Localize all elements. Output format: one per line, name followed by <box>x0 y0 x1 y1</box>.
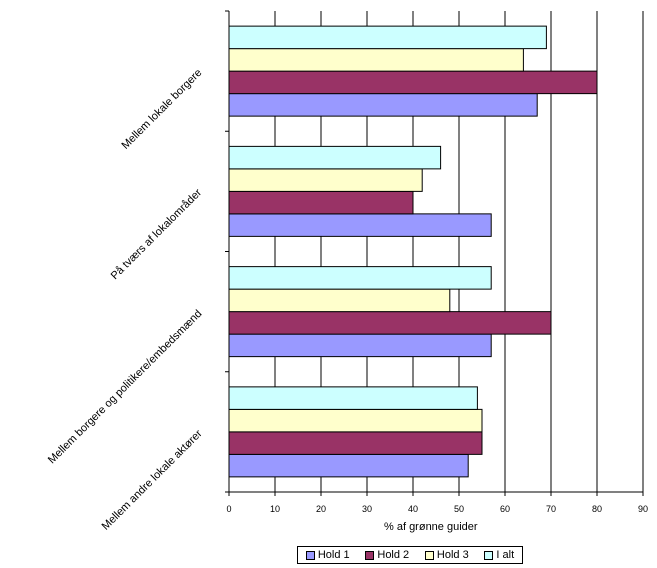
x-tick-label-70: 70 <box>546 504 556 514</box>
legend-label-4: I alt <box>496 549 515 561</box>
bar-1-series-4 <box>228 25 547 50</box>
legend-label-1: Hold 1 <box>317 549 350 561</box>
bar-2-series-3 <box>228 168 423 192</box>
legend-item-3: Hold 3 <box>424 549 469 561</box>
bar-1-series-3 <box>228 48 524 72</box>
legend-item-4: I alt <box>484 549 514 561</box>
bar-4-series-4 <box>228 386 478 410</box>
legend-item-2: Hold 2 <box>365 549 409 561</box>
legend-label-2: Hold 2 <box>377 549 410 561</box>
x-axis-label: % af grønne guider <box>384 521 478 533</box>
bar-1-series-1 <box>228 93 538 117</box>
x-tick-label-20: 20 <box>316 504 326 514</box>
legend-swatch-1 <box>305 550 315 560</box>
bar-3-series-2 <box>228 311 552 335</box>
bar-3-series-3 <box>228 288 451 313</box>
legend: Hold 1 Hold 2 Hold 3 I alt <box>297 546 523 564</box>
legend-item-1: Hold 1 <box>305 549 350 561</box>
bar-4-series-1 <box>228 453 469 478</box>
bar-1-series-2 <box>228 70 598 95</box>
legend-label-3: Hold 3 <box>436 549 469 561</box>
bar-4-series-3 <box>228 408 483 433</box>
x-tick-label-90: 90 <box>638 504 648 514</box>
bar-2-series-1 <box>228 213 492 237</box>
bar-3-series-1 <box>228 333 492 358</box>
bar-2-series-4 <box>228 145 442 170</box>
x-tick-label-80: 80 <box>592 504 602 514</box>
bar-3-series-4 <box>228 266 492 290</box>
legend-swatch-3 <box>424 550 434 560</box>
bar-2-series-2 <box>228 190 414 215</box>
x-tick-label-30: 30 <box>362 504 372 514</box>
legend-swatch-2 <box>365 550 375 560</box>
x-tick-label-10: 10 <box>270 504 280 514</box>
x-tick-label-40: 40 <box>408 504 418 514</box>
x-tick-label-0: 0 <box>226 504 231 514</box>
bar-4-series-2 <box>228 431 483 455</box>
legend-swatch-4 <box>484 550 494 560</box>
x-tick-label-60: 60 <box>500 504 510 514</box>
x-tick-label-50: 50 <box>454 504 464 514</box>
